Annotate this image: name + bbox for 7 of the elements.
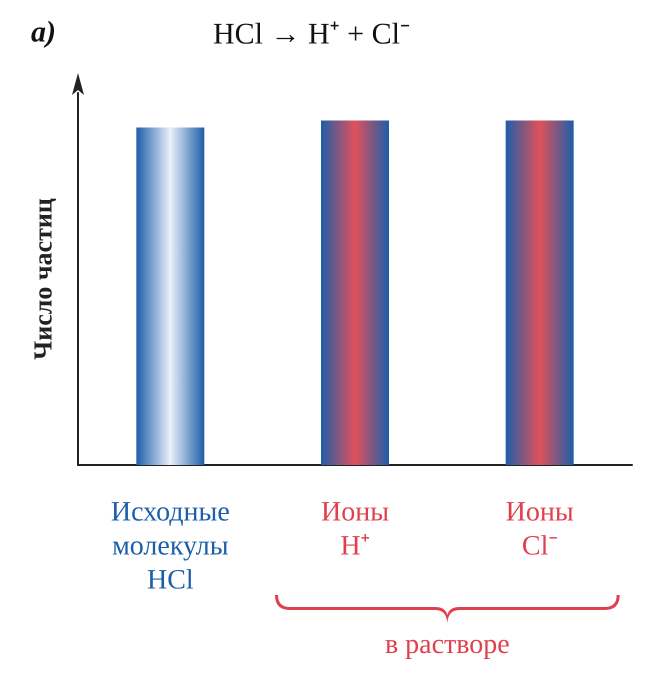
text: в растворе xyxy=(384,629,511,661)
x-tick-label: Ионы H⁺ xyxy=(320,496,390,562)
x-tick-label: Ионы Cl⁻ xyxy=(506,496,574,562)
chart-title: а) xyxy=(31,16,56,48)
chart-subtitle: HCl → H⁺ + Cl⁻ xyxy=(213,18,410,50)
x-tick-label: Исходные молекулы HCl xyxy=(110,496,230,596)
y-axis-title: Число частиц xyxy=(28,198,58,360)
